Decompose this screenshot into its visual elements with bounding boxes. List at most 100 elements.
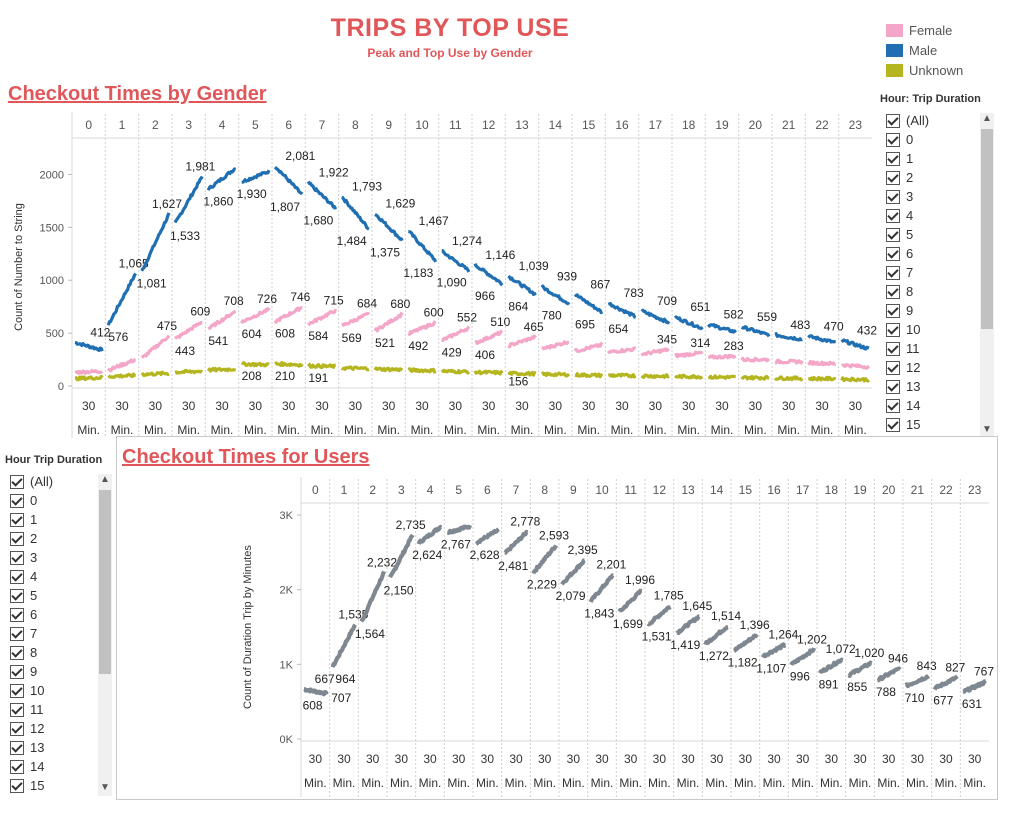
filter-option[interactable]: 5 [10,586,96,605]
checkbox-checked-icon[interactable] [10,474,24,489]
filter-option[interactable]: (All) [886,111,978,130]
left-filter-scrollbar[interactable]: ▲ ▼ [98,474,112,796]
checkbox-checked-icon[interactable] [10,645,24,660]
series-line-male [140,212,171,272]
checkbox-checked-icon[interactable] [10,759,24,774]
data-label: 1,375 [370,246,400,260]
checkbox-checked-icon[interactable] [886,208,900,223]
checkbox-checked-icon[interactable] [886,303,900,318]
legend-item-unknown[interactable]: Unknown [886,60,963,80]
data-label: 1,535 [338,607,368,621]
filter-option[interactable]: 3 [10,548,96,567]
filter-option[interactable]: 0 [10,491,96,510]
scroll-thumb[interactable] [981,129,993,329]
filter-option[interactable]: 12 [886,358,978,377]
data-label: 2,624 [412,548,442,562]
duration-label-value: 30 [482,399,496,413]
checkbox-checked-icon[interactable] [886,341,900,356]
checkbox-checked-icon[interactable] [10,550,24,565]
filter-option[interactable]: 4 [886,206,978,225]
filter-option[interactable]: 1 [10,510,96,529]
scroll-down-icon[interactable]: ▼ [982,424,992,435]
checkbox-checked-icon[interactable] [886,227,900,242]
filter-option[interactable]: 14 [10,757,96,776]
filter-option[interactable]: 12 [10,719,96,738]
filter-option[interactable]: 14 [886,396,978,415]
data-label: 283 [724,339,744,353]
series-line-male [306,180,338,210]
series-line-male [374,213,404,242]
filter-option[interactable]: 11 [886,339,978,358]
legend-item-female[interactable]: Female [886,20,963,40]
checkbox-checked-icon[interactable] [10,569,24,584]
checkbox-checked-icon[interactable] [10,531,24,546]
checkbox-checked-icon[interactable] [886,322,900,337]
filter-option[interactable]: 11 [10,700,96,719]
checkbox-checked-icon[interactable] [10,664,24,679]
filter-option[interactable]: 2 [10,529,96,548]
series-line-users [876,666,902,683]
scroll-down-icon[interactable]: ▼ [100,782,110,793]
y-axis-label: Count of Number to String [13,203,25,331]
filter-option[interactable]: 6 [886,244,978,263]
series-line-female [573,342,604,353]
checkbox-checked-icon[interactable] [886,417,900,432]
checkbox-checked-icon[interactable] [10,778,24,793]
filter-option[interactable]: 7 [886,263,978,282]
filter-option[interactable]: 13 [10,738,96,757]
checkbox-checked-icon[interactable] [886,170,900,185]
filter-option[interactable]: 0 [886,130,978,149]
filter-option[interactable]: (All) [10,472,96,491]
filter-option[interactable]: 1 [886,149,978,168]
checkbox-checked-icon[interactable] [10,721,24,736]
data-label: 946 [888,651,908,665]
filter-option[interactable]: 6 [10,605,96,624]
data-label: 1,090 [437,276,467,290]
legend-item-male[interactable]: Male [886,40,963,60]
checkbox-checked-icon[interactable] [886,151,900,166]
filter-option[interactable]: 8 [886,282,978,301]
data-label: 684 [357,297,377,311]
scroll-up-icon[interactable]: ▲ [982,113,992,124]
scroll-thumb[interactable] [99,490,111,674]
checkbox-checked-icon[interactable] [886,360,900,375]
data-label: 708 [224,294,244,308]
checkbox-checked-icon[interactable] [10,683,24,698]
right-filter-scrollbar[interactable]: ▲ ▼ [980,113,994,438]
filter-option[interactable]: 10 [886,320,978,339]
checkbox-checked-icon[interactable] [886,265,900,280]
filter-option[interactable]: 8 [10,643,96,662]
checkbox-checked-icon[interactable] [10,512,24,527]
filter-option[interactable]: 9 [10,662,96,681]
checkbox-checked-icon[interactable] [10,740,24,755]
checkbox-checked-icon[interactable] [886,189,900,204]
filter-option[interactable]: 10 [10,681,96,700]
checkbox-checked-icon[interactable] [886,379,900,394]
series-line-users [646,605,672,627]
filter-option[interactable]: 15 [886,415,978,434]
filter-option[interactable]: 5 [886,225,978,244]
filter-option[interactable]: 2 [886,168,978,187]
series-line-male [673,315,704,331]
filter-option[interactable]: 9 [886,301,978,320]
filter-option[interactable]: 4 [10,567,96,586]
filter-option[interactable]: 3 [886,187,978,206]
hour-header-label: 16 [615,118,629,132]
checkbox-checked-icon[interactable] [886,132,900,147]
checkbox-checked-icon[interactable] [886,398,900,413]
data-label: 475 [157,319,177,333]
filter-option[interactable]: 13 [886,377,978,396]
checkbox-checked-icon[interactable] [10,702,24,717]
filter-option[interactable]: 7 [10,624,96,643]
data-label: 314 [690,336,710,350]
checkbox-checked-icon[interactable] [886,284,900,299]
duration-label-value: 30 [615,399,629,413]
checkbox-checked-icon[interactable] [10,626,24,641]
filter-option[interactable]: 15 [10,776,96,795]
checkbox-checked-icon[interactable] [886,113,900,128]
checkbox-checked-icon[interactable] [10,493,24,508]
checkbox-checked-icon[interactable] [886,246,900,261]
checkbox-checked-icon[interactable] [10,588,24,603]
checkbox-checked-icon[interactable] [10,607,24,622]
scroll-up-icon[interactable]: ▲ [100,474,110,485]
